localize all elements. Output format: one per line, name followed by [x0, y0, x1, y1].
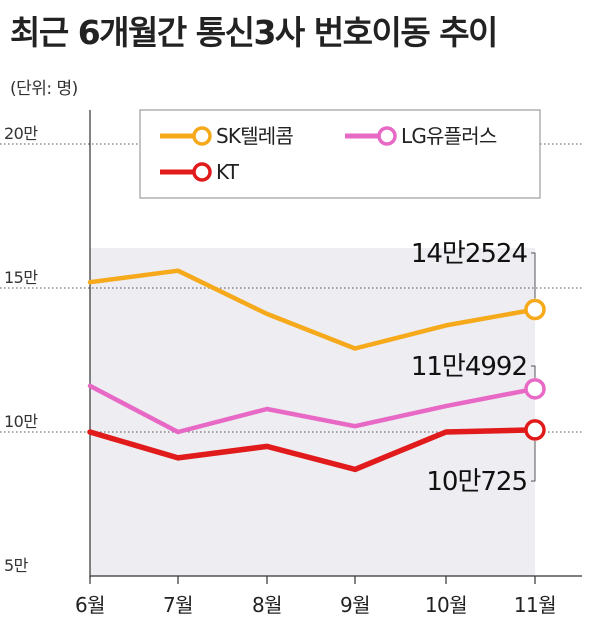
value-callout-line [531, 440, 536, 482]
end-value-label: 10만725 [426, 467, 527, 497]
legend-label: KT [216, 160, 240, 184]
y-tick-label: 5만 [4, 556, 29, 575]
x-tick-label: 10월 [425, 593, 467, 617]
end-value-label: 14만2524 [411, 239, 528, 269]
legend-marker [192, 162, 212, 182]
x-tick-label: 8월 [252, 593, 282, 617]
series-line-lg-uplus [87, 383, 538, 435]
value-callout-line [531, 365, 536, 378]
legend-label: LG유플러스 [401, 124, 497, 148]
end-value-label: 11만4992 [411, 352, 527, 382]
end-marker [524, 298, 546, 321]
legend-label: SK텔레콤 [216, 124, 293, 148]
legend-box [139, 109, 541, 199]
unit-label: (단위: 명) [10, 79, 78, 99]
y-tick-label: 10만 [4, 412, 38, 431]
series-line-kt [87, 427, 538, 473]
x-tick-label: 6월 [75, 593, 105, 617]
y-tick-label: 20만 [4, 124, 38, 143]
end-marker [524, 419, 546, 441]
legend-marker [192, 126, 212, 146]
end-marker [524, 378, 546, 400]
y-tick-label: 15만 [4, 268, 38, 287]
chart-title: 최근 6개월간 통신3사 번호이동 추이 [10, 13, 498, 52]
x-tick-label: 11월 [514, 593, 556, 617]
x-tick-label: 9월 [340, 593, 370, 617]
x-tick-label: 7월 [163, 593, 193, 617]
value-callout-line [531, 252, 536, 299]
series-line-sk-telecom [87, 268, 538, 351]
plot-band [90, 248, 535, 576]
legend-marker [377, 126, 397, 146]
